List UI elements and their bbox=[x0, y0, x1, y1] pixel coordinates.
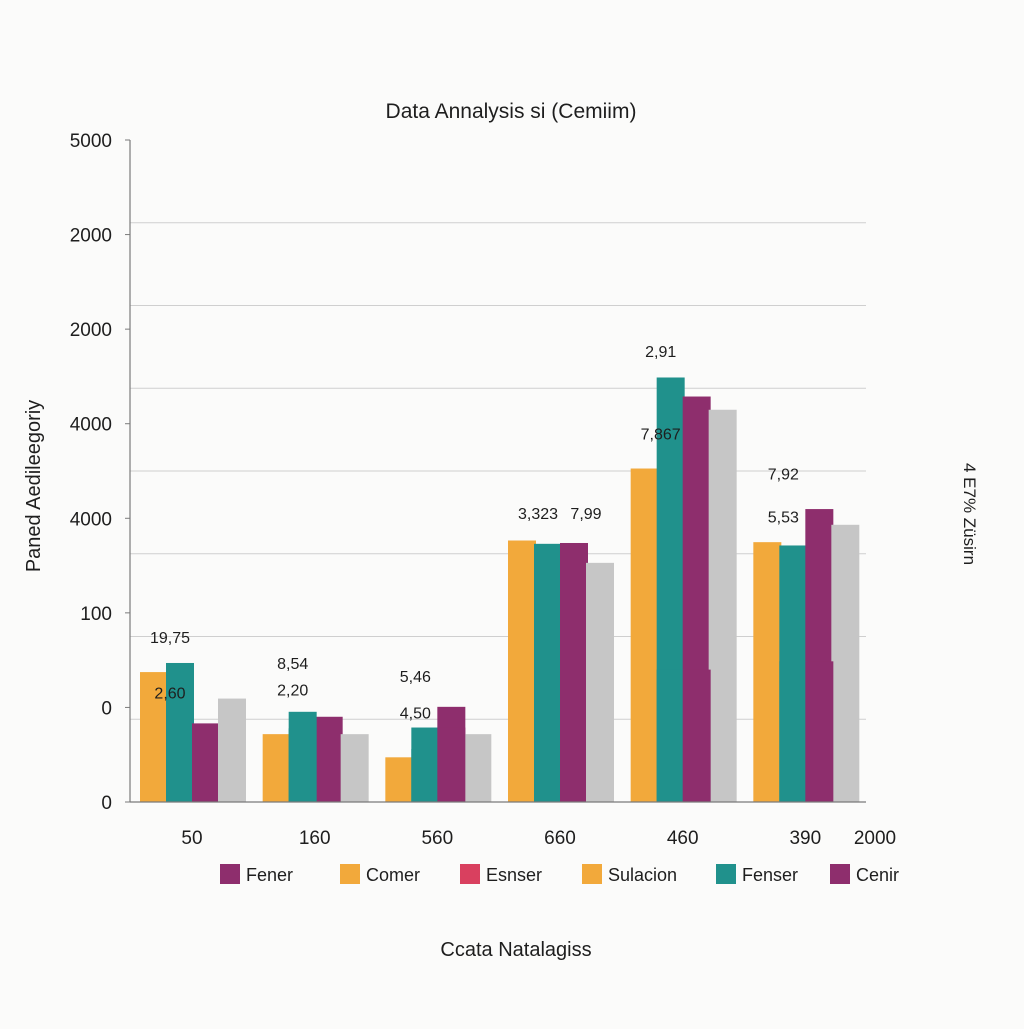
data-labels: 19,75 2,60 2,20 8,54 4,50 5,46 3,323 7,99 7,867 2… bbox=[150, 344, 799, 723]
bar-sulacion-390 bbox=[831, 524, 860, 802]
bar-sulacion-50 bbox=[218, 698, 246, 802]
legend-swatch-comer bbox=[340, 864, 360, 884]
bar-comer-460 bbox=[630, 468, 659, 802]
bar-sulacion-460 bbox=[708, 409, 737, 802]
data-label: 5,53 bbox=[768, 509, 799, 526]
y-tick-label: 4000 bbox=[70, 509, 112, 530]
bar-comer-560 bbox=[385, 757, 414, 802]
legend-label-fenser: Fenser bbox=[742, 865, 798, 885]
legend-swatch-sulacion bbox=[582, 864, 602, 884]
legend-label-esnser: Esnser bbox=[486, 865, 542, 885]
legend-label-fener: Fener bbox=[246, 865, 293, 885]
legend-swatch-fenser bbox=[716, 864, 736, 884]
x-tick-label-extra: 2000 bbox=[854, 828, 896, 849]
data-label: 7,99 bbox=[570, 506, 601, 523]
legend-label-cenir: Cenir bbox=[856, 865, 899, 885]
gridlines bbox=[130, 222, 866, 720]
chart-title: Data Annalysis si (Cemiim) bbox=[386, 100, 637, 123]
y-tick-label: 4000 bbox=[70, 415, 112, 436]
x-tick-label: 460 bbox=[667, 828, 699, 849]
bar-comer-660 bbox=[508, 540, 536, 802]
legend-swatch-esnser bbox=[460, 864, 480, 884]
bars bbox=[140, 377, 860, 802]
bar-fener-160 bbox=[314, 716, 343, 802]
data-label: 5,46 bbox=[400, 669, 431, 686]
bar-overlay-fener-560 bbox=[437, 727, 466, 802]
y-tick-label: 0 bbox=[101, 793, 112, 814]
bar-overlay-fenser-160 bbox=[288, 711, 317, 802]
y-tick-label: 5000 bbox=[70, 131, 112, 152]
y-axis-title: Paned Aedileegoriy bbox=[23, 400, 45, 572]
data-label: 19,75 bbox=[150, 630, 190, 647]
y-tick-label: 2000 bbox=[70, 320, 112, 341]
bar-sulacion-560 bbox=[463, 734, 492, 802]
x-tick-label: 660 bbox=[544, 828, 576, 849]
bar-comer-390 bbox=[753, 542, 782, 802]
legend-swatch-cenir bbox=[830, 864, 850, 884]
bar-sulacion-160 bbox=[340, 734, 369, 802]
y-tick-label: 2000 bbox=[70, 226, 112, 247]
legend-swatch-fener bbox=[220, 864, 240, 884]
data-label: 3,323 bbox=[518, 506, 558, 523]
bar-sulacion-660 bbox=[586, 562, 614, 802]
data-label: 2,60 bbox=[154, 686, 185, 703]
data-label: 2,20 bbox=[277, 682, 308, 699]
bar-fener-50 bbox=[192, 723, 220, 802]
bar-fenser-50 bbox=[166, 662, 194, 802]
data-label: 2,91 bbox=[645, 344, 676, 361]
axes: 5000 2000 2000 4000 4000 100 0 0 50 160 560 660 460 3… bbox=[70, 131, 896, 849]
bar-fener-660 bbox=[560, 542, 588, 802]
x-tick-label: 390 bbox=[789, 828, 821, 849]
right-axis-title: 4 E7% Züsirn bbox=[960, 463, 979, 565]
bar-comer-50 bbox=[140, 672, 168, 802]
data-label: 7,92 bbox=[768, 466, 799, 483]
legend-label-sulacion: Sulacion bbox=[608, 865, 677, 885]
bar-overlay-fenser-460 bbox=[656, 669, 685, 802]
data-label: 4,50 bbox=[400, 705, 431, 722]
bar-overlay-fenser-390 bbox=[779, 661, 808, 802]
bar-comer-160 bbox=[262, 734, 291, 802]
bar-overlay-fener-460 bbox=[682, 669, 711, 802]
y-tick-label: 100 bbox=[80, 604, 112, 625]
x-tick-label: 160 bbox=[299, 828, 331, 849]
bar-fenser-660 bbox=[534, 543, 562, 802]
bar-overlay-fenser-560 bbox=[411, 727, 440, 802]
bar-overlay-fener-390 bbox=[805, 661, 834, 802]
data-label: 8,54 bbox=[277, 656, 308, 673]
data-label: 7,867 bbox=[641, 427, 681, 444]
x-axis-title: Ccata Natalagiss bbox=[440, 939, 591, 961]
x-tick-label: 50 bbox=[181, 828, 202, 849]
legend: Fener Comer Esnser Sulacion Fenser Cenir bbox=[220, 864, 899, 885]
x-tick-label: 560 bbox=[421, 828, 453, 849]
y-tick-label: 0 bbox=[101, 698, 112, 719]
legend-label-comer: Comer bbox=[366, 865, 420, 885]
